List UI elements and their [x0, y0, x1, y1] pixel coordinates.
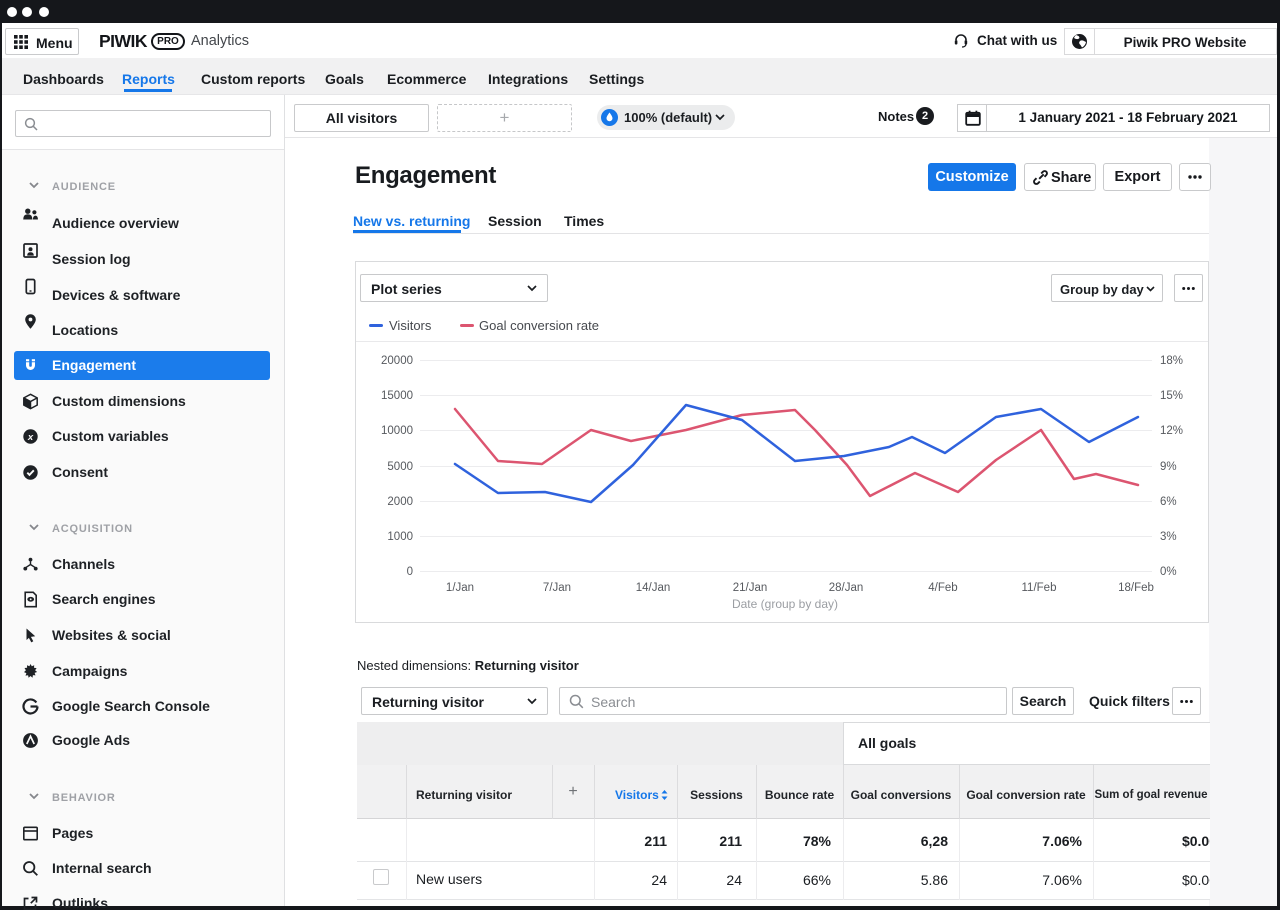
svg-text:5000: 5000 [387, 461, 413, 473]
svg-text:15000: 15000 [381, 390, 413, 402]
svg-text:9%: 9% [1160, 461, 1177, 473]
svg-text:20000: 20000 [381, 355, 413, 367]
svg-text:15%: 15% [1160, 390, 1183, 402]
svg-text:0%: 0% [1160, 566, 1177, 578]
svg-text:7/Jan: 7/Jan [543, 582, 571, 594]
svg-text:6%: 6% [1160, 496, 1177, 508]
svg-text:2000: 2000 [387, 496, 413, 508]
svg-text:Date (group by day): Date (group by day) [732, 597, 838, 611]
svg-text:28/Jan: 28/Jan [829, 582, 864, 594]
svg-text:12%: 12% [1160, 425, 1183, 437]
svg-text:10000: 10000 [381, 425, 413, 437]
svg-text:1000: 1000 [387, 531, 413, 543]
svg-text:21/Jan: 21/Jan [733, 582, 768, 594]
svg-text:x: x [27, 432, 34, 443]
svg-text:0: 0 [407, 566, 413, 578]
svg-text:4/Feb: 4/Feb [928, 582, 957, 594]
svg-text:14/Jan: 14/Jan [636, 582, 671, 594]
svg-text:1/Jan: 1/Jan [446, 582, 474, 594]
svg-text:11/Feb: 11/Feb [1022, 582, 1057, 594]
svg-text:18/Feb: 18/Feb [1118, 582, 1154, 594]
svg-text:3%: 3% [1160, 531, 1177, 543]
svg-text:18%: 18% [1160, 355, 1183, 367]
